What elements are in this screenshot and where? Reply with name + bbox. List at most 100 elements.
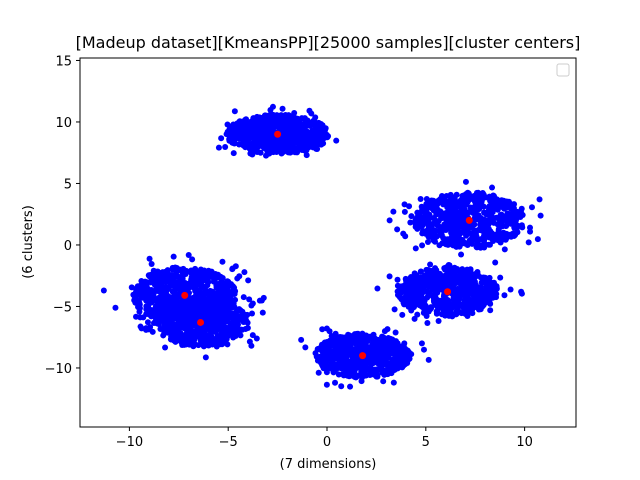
data-point bbox=[215, 144, 222, 151]
data-point bbox=[128, 284, 135, 291]
data-point bbox=[318, 141, 325, 148]
data-point bbox=[152, 272, 159, 279]
data-point bbox=[368, 347, 375, 354]
data-point bbox=[494, 237, 501, 244]
data-point bbox=[420, 346, 427, 353]
data-point bbox=[168, 300, 175, 307]
data-point bbox=[490, 199, 497, 206]
data-point bbox=[250, 115, 257, 122]
data-point bbox=[342, 349, 349, 356]
data-point bbox=[390, 208, 397, 215]
data-point bbox=[475, 272, 482, 279]
data-point bbox=[501, 236, 508, 243]
data-point bbox=[162, 344, 169, 351]
data-point bbox=[358, 378, 365, 385]
data-point bbox=[173, 293, 180, 300]
x-tick-label: 0 bbox=[323, 435, 331, 450]
data-point bbox=[248, 145, 255, 152]
data-point bbox=[325, 355, 332, 362]
y-axis-label: (6 clusters) bbox=[21, 205, 36, 279]
data-point bbox=[466, 290, 473, 297]
data-point bbox=[155, 321, 162, 328]
data-point bbox=[314, 146, 321, 153]
y-tick-label: −10 bbox=[45, 362, 72, 377]
data-point bbox=[242, 314, 249, 321]
data-point bbox=[191, 336, 198, 343]
data-point bbox=[146, 311, 153, 318]
data-point bbox=[479, 189, 486, 196]
data-point bbox=[333, 137, 340, 144]
data-point bbox=[537, 212, 544, 219]
data-point bbox=[511, 210, 518, 217]
cluster-center bbox=[181, 291, 189, 299]
cluster-centers bbox=[181, 130, 473, 360]
data-point bbox=[208, 296, 215, 303]
data-point bbox=[487, 307, 494, 314]
data-point bbox=[142, 291, 149, 298]
data-point bbox=[270, 112, 277, 119]
data-point bbox=[353, 330, 360, 337]
data-point bbox=[226, 136, 233, 143]
data-point bbox=[489, 184, 496, 191]
y-tick-label: 10 bbox=[55, 116, 72, 131]
data-point bbox=[482, 194, 489, 201]
data-point bbox=[389, 357, 396, 364]
data-point bbox=[418, 290, 425, 297]
data-point bbox=[240, 294, 247, 301]
data-point bbox=[397, 284, 404, 291]
cluster-center bbox=[197, 318, 205, 326]
data-point bbox=[221, 290, 228, 297]
data-point bbox=[196, 269, 203, 276]
data-point bbox=[418, 340, 425, 347]
data-point bbox=[490, 192, 497, 199]
data-point bbox=[460, 222, 467, 229]
data-point bbox=[475, 296, 482, 303]
data-point bbox=[161, 326, 168, 333]
data-point bbox=[439, 298, 446, 305]
data-point bbox=[498, 211, 505, 218]
data-point bbox=[387, 342, 394, 349]
data-point bbox=[253, 146, 260, 153]
data-point bbox=[169, 325, 176, 332]
data-point bbox=[351, 349, 358, 356]
data-point bbox=[351, 335, 358, 342]
cluster-center bbox=[465, 216, 473, 224]
data-point bbox=[377, 345, 384, 352]
data-point bbox=[168, 305, 175, 312]
data-point bbox=[418, 295, 425, 302]
data-point bbox=[200, 310, 207, 317]
data-point bbox=[461, 300, 468, 307]
data-point bbox=[246, 296, 253, 303]
data-point bbox=[419, 242, 426, 249]
data-point bbox=[331, 354, 338, 361]
data-point bbox=[246, 135, 253, 142]
data-point bbox=[180, 312, 187, 319]
data-point bbox=[427, 273, 434, 280]
data-point bbox=[480, 288, 487, 295]
data-point bbox=[244, 325, 251, 332]
data-point bbox=[424, 288, 431, 295]
data-point bbox=[511, 201, 518, 208]
data-point bbox=[205, 290, 212, 297]
cluster-center bbox=[359, 352, 367, 360]
data-point bbox=[217, 302, 224, 309]
data-point bbox=[482, 277, 489, 284]
data-point bbox=[165, 278, 172, 285]
data-point bbox=[323, 381, 330, 388]
data-point bbox=[273, 139, 280, 146]
data-point bbox=[281, 131, 288, 138]
data-point bbox=[525, 239, 532, 246]
data-point bbox=[143, 325, 150, 332]
data-point bbox=[148, 260, 155, 267]
data-point bbox=[259, 309, 266, 316]
data-point bbox=[425, 268, 432, 275]
data-point bbox=[371, 356, 378, 362]
data-point bbox=[387, 365, 394, 372]
data-point bbox=[343, 359, 350, 366]
data-point bbox=[507, 217, 514, 224]
data-point bbox=[427, 304, 434, 311]
data-point bbox=[501, 246, 508, 253]
data-point bbox=[417, 195, 424, 202]
data-point bbox=[172, 338, 179, 345]
x-tick-label: 10 bbox=[516, 435, 533, 450]
